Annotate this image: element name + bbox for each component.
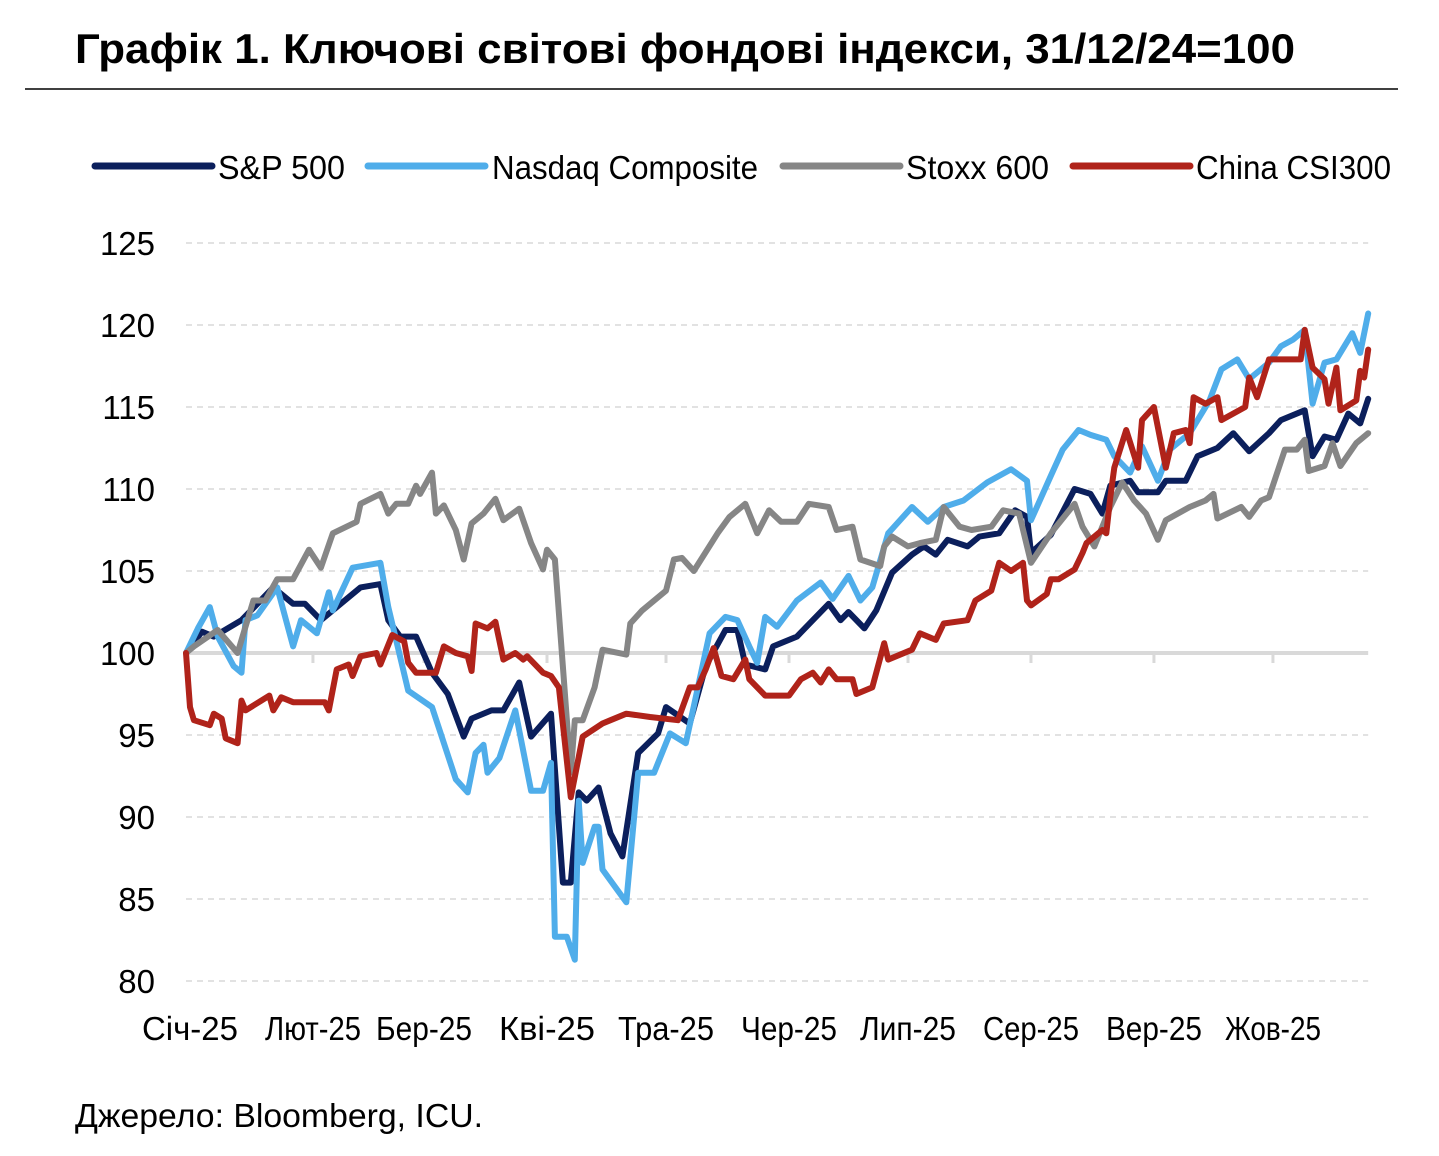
series-line-stoxx-600 [183,430,1372,776]
y-tick-label: 90 [118,799,155,836]
y-tick-label: 100 [100,635,155,672]
x-tick-label: Чер-25 [741,1010,837,1047]
y-tick-label: 125 [100,225,155,262]
y-tick-label: 85 [118,881,155,918]
source-note: Джерело: Bloomberg, ICU. [75,1097,483,1134]
plot-area [183,310,1372,963]
legend-label: S&P 500 [218,149,345,186]
legend: S&P 500 Nasdaq Composite Stoxx 600 China CS… [91,149,1391,186]
legend-item: Stoxx 600 [779,149,1049,186]
x-axis: Січ-25 Лют-25 Бер-25 Кві-25 Тра-25 Чер-25 Лип-… [142,653,1321,1047]
legend-item: China CSI300 [1069,149,1391,186]
x-tick-label: Тра-25 [618,1010,714,1047]
x-tick-label: Кві-25 [499,1010,595,1047]
y-tick-label: 115 [102,389,155,426]
y-tick-label: 120 [100,307,155,344]
y-tick-label: 110 [102,471,155,508]
y-axis: 80 85 90 95 100 105 110 115 120 125 [100,225,155,1000]
series-line-s-p-500 [183,395,1372,886]
legend-item: Nasdaq Composite [364,149,758,186]
x-tick-label: Вер-25 [1106,1010,1202,1047]
x-tick-label: Лют-25 [265,1010,361,1047]
y-tick-label: 95 [118,717,155,754]
x-tick-label: Жов-25 [1225,1010,1321,1047]
x-tick-label: Лип-25 [860,1010,956,1047]
series-line-china-csi300 [183,326,1372,801]
legend-item: S&P 500 [91,149,345,186]
y-tick-label: 105 [100,553,155,590]
gridlines [186,242,1369,982]
x-tick-label: Січ-25 [142,1010,238,1047]
x-tick-label: Сер-25 [983,1010,1079,1047]
y-tick-label: 80 [118,963,155,1000]
legend-label: China CSI300 [1196,149,1391,186]
x-tick-label: Бер-25 [376,1010,472,1047]
series-line-nasdaq-composite [183,310,1372,963]
chart-title: Графік 1. Ключові світові фондові індекс… [75,25,1295,72]
legend-label: Stoxx 600 [906,149,1049,186]
legend-label: Nasdaq Composite [492,149,758,186]
